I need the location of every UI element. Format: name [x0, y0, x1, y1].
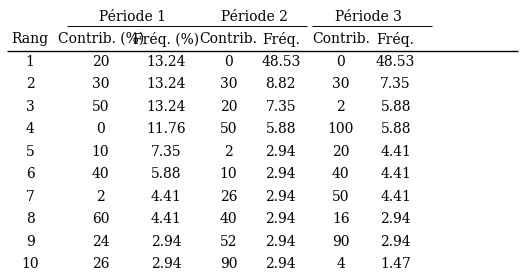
Text: 20: 20 — [332, 145, 350, 159]
Text: 1.47: 1.47 — [380, 257, 411, 271]
Text: 1: 1 — [26, 55, 35, 68]
Text: 0: 0 — [96, 122, 105, 136]
Text: 7: 7 — [26, 190, 35, 204]
Text: 40: 40 — [220, 212, 237, 226]
Text: 13.24: 13.24 — [146, 77, 186, 91]
Text: Fréq.: Fréq. — [377, 32, 415, 47]
Text: 4.41: 4.41 — [151, 190, 181, 204]
Text: 9: 9 — [26, 235, 35, 249]
Text: 100: 100 — [328, 122, 354, 136]
Text: 2.94: 2.94 — [266, 257, 296, 271]
Text: Contrib. (%): Contrib. (%) — [58, 32, 144, 46]
Text: 10: 10 — [220, 167, 237, 181]
Text: 20: 20 — [220, 100, 237, 114]
Text: 40: 40 — [332, 167, 350, 181]
Text: 30: 30 — [332, 77, 350, 91]
Text: 2.94: 2.94 — [151, 257, 181, 271]
Text: 4: 4 — [26, 122, 35, 136]
Text: 20: 20 — [92, 55, 109, 68]
Text: 5.88: 5.88 — [381, 100, 411, 114]
Text: 52: 52 — [220, 235, 237, 249]
Text: 2.94: 2.94 — [266, 212, 296, 226]
Text: 30: 30 — [92, 77, 109, 91]
Text: Période 2: Période 2 — [221, 10, 288, 23]
Text: 4.41: 4.41 — [151, 212, 181, 226]
Text: 2.94: 2.94 — [266, 190, 296, 204]
Text: 5: 5 — [26, 145, 35, 159]
Text: 48.53: 48.53 — [376, 55, 415, 68]
Text: Contrib.: Contrib. — [312, 32, 370, 46]
Text: 7.35: 7.35 — [151, 145, 181, 159]
Text: 4.41: 4.41 — [380, 190, 411, 204]
Text: Contrib.: Contrib. — [200, 32, 257, 46]
Text: Rang: Rang — [12, 32, 49, 46]
Text: 4.41: 4.41 — [380, 167, 411, 181]
Text: 2: 2 — [224, 145, 233, 159]
Text: Période 1: Période 1 — [100, 10, 166, 23]
Text: 8.82: 8.82 — [266, 77, 296, 91]
Text: 2.94: 2.94 — [266, 145, 296, 159]
Text: 3: 3 — [26, 100, 35, 114]
Text: 2.94: 2.94 — [151, 235, 181, 249]
Text: 7.35: 7.35 — [266, 100, 296, 114]
Text: 0: 0 — [224, 55, 233, 68]
Text: 50: 50 — [220, 122, 237, 136]
Text: 2: 2 — [26, 77, 35, 91]
Text: 5.88: 5.88 — [266, 122, 296, 136]
Text: 24: 24 — [92, 235, 109, 249]
Text: 2: 2 — [96, 190, 105, 204]
Text: Fréq. (%): Fréq. (%) — [133, 32, 199, 47]
Text: 2.94: 2.94 — [266, 235, 296, 249]
Text: 90: 90 — [220, 257, 237, 271]
Text: 26: 26 — [92, 257, 109, 271]
Text: 13.24: 13.24 — [146, 100, 186, 114]
Text: 4: 4 — [337, 257, 345, 271]
Text: 16: 16 — [332, 212, 350, 226]
Text: 2: 2 — [337, 100, 345, 114]
Text: 2.94: 2.94 — [380, 235, 411, 249]
Text: 10: 10 — [22, 257, 39, 271]
Text: 30: 30 — [220, 77, 237, 91]
Text: 5.88: 5.88 — [151, 167, 181, 181]
Text: 26: 26 — [220, 190, 237, 204]
Text: Période 3: Période 3 — [334, 10, 402, 23]
Text: 0: 0 — [337, 55, 345, 68]
Text: 4.41: 4.41 — [380, 145, 411, 159]
Text: 60: 60 — [92, 212, 109, 226]
Text: 6: 6 — [26, 167, 35, 181]
Text: 2.94: 2.94 — [380, 212, 411, 226]
Text: 2.94: 2.94 — [266, 167, 296, 181]
Text: 48.53: 48.53 — [261, 55, 300, 68]
Text: 10: 10 — [92, 145, 109, 159]
Text: Fréq.: Fréq. — [262, 32, 300, 47]
Text: 13.24: 13.24 — [146, 55, 186, 68]
Text: 50: 50 — [332, 190, 350, 204]
Text: 8: 8 — [26, 212, 35, 226]
Text: 11.76: 11.76 — [146, 122, 186, 136]
Text: 7.35: 7.35 — [380, 77, 411, 91]
Text: 50: 50 — [92, 100, 109, 114]
Text: 5.88: 5.88 — [381, 122, 411, 136]
Text: 90: 90 — [332, 235, 350, 249]
Text: 40: 40 — [92, 167, 109, 181]
